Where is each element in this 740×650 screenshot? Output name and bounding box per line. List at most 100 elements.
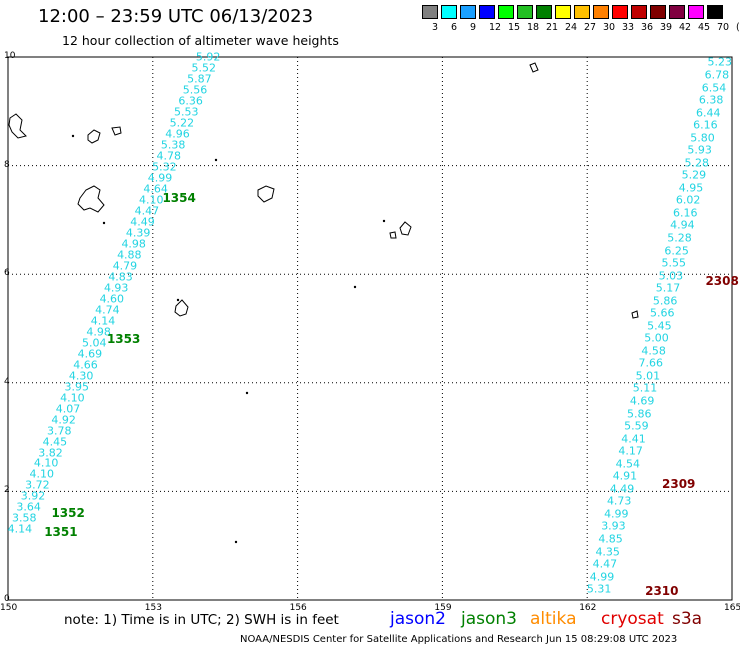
wave-height-value: 6.78 (704, 68, 730, 82)
latitude-tick-label: 4 (4, 376, 10, 387)
scale-label: 70 (717, 22, 730, 33)
pass-number-label: 1354 (162, 191, 196, 206)
wave-height-value: 5.28 (667, 231, 692, 245)
wave-height-value: 4.10 (29, 467, 55, 481)
island-outline (8, 113, 27, 139)
legend-entry-altika: altika (530, 609, 577, 629)
wave-height-value: 5.04 (82, 336, 107, 350)
wave-height-value: 3.93 (601, 519, 626, 533)
wave-height-value: 5.92 (195, 50, 221, 64)
scale-label: 39 (660, 22, 673, 33)
wave-height-value: 6.25 (664, 244, 689, 258)
wave-height-value: 4.99 (604, 507, 629, 521)
wave-height-value: 4.14 (7, 522, 33, 536)
wave-height-value: 5.11 (632, 381, 658, 395)
scale-label: 45 (698, 22, 711, 33)
scale-swatch (574, 5, 590, 19)
scale-swatch (479, 5, 495, 19)
wave-height-value: 6.38 (698, 93, 724, 107)
wave-height-value: 4.10 (60, 391, 85, 405)
longitude-tick-label: 165 (724, 603, 740, 613)
pass-number-label: 1352 (51, 506, 85, 521)
wave-height-value: 4.41 (621, 432, 646, 446)
wave-height-value: 4.99 (147, 171, 173, 185)
wave-height-value: 3.78 (47, 424, 72, 438)
wave-height-value: 4.79 (112, 259, 138, 273)
wave-height-value: 4.66 (73, 358, 98, 372)
wave-height-value: 5.31 (586, 582, 612, 596)
islet (214, 158, 218, 162)
wave-height-value: 6.44 (696, 106, 721, 120)
longitude-tick-label: 150 (0, 603, 18, 613)
wave-height-value: 3.95 (64, 380, 90, 394)
island-outline (111, 126, 122, 136)
wave-height-value: 4.96 (165, 127, 190, 141)
legend-entry-jason2: jason2 (390, 609, 446, 629)
wave-height-value: 5.32 (152, 160, 177, 174)
credit-footer: NOAA/NESDIS Center for Satellite Applica… (240, 634, 678, 645)
wave-height-value: 6.16 (673, 206, 698, 220)
scale-swatch (460, 5, 476, 19)
wave-height-value: 3.82 (38, 446, 63, 459)
scale-swatch (536, 5, 552, 19)
latitude-tick-label: 2 (4, 485, 10, 496)
scale-label: 3 (432, 22, 439, 33)
wave-height-value: 4.07 (55, 402, 81, 416)
pass-number-label: 2310 (645, 584, 679, 599)
island-outline (389, 231, 397, 239)
longitude-tick-label: 156 (289, 603, 307, 613)
latitude-tick-label: 6 (4, 268, 10, 279)
islet (245, 391, 249, 395)
map-subtitle: 12 hour collection of altimeter wave hei… (62, 33, 339, 48)
pass-number-label: 1353 (106, 332, 141, 347)
wave-height-value: 4.49 (130, 215, 155, 229)
legend-entry-cryosat: cryosat (601, 609, 664, 629)
scale-label: 36 (641, 22, 654, 33)
pass-number-label: 2308 (705, 273, 739, 288)
wave-height-value: 3.58 (12, 511, 37, 525)
wave-height-value: 4.64 (143, 182, 168, 196)
scale-swatch (498, 5, 514, 19)
units-note: note: 1) Time is in UTC; 2) SWH is in fe… (64, 612, 339, 628)
wave-height-value: 5.55 (661, 256, 687, 270)
island-outline (77, 185, 105, 213)
islet (102, 221, 106, 225)
wave-height-value: 5.28 (684, 156, 710, 170)
wave-height-value: 5.22 (169, 116, 195, 130)
wave-height-value: 4.88 (117, 248, 142, 262)
wave-height-value: 4.17 (618, 444, 643, 458)
longitude-tick-label: 159 (434, 603, 452, 613)
scale-label: 12 (489, 22, 502, 33)
wave-height-value: 5.23 (707, 55, 733, 69)
wave-height-value: 4.49 (609, 482, 635, 496)
islet (234, 540, 238, 544)
wave-height-value: 4.14 (90, 314, 116, 328)
scale-swatch (631, 5, 647, 19)
wave-height-value: 4.95 (678, 181, 704, 195)
wave-height-value: 4.35 (595, 545, 620, 559)
scale-swatch (517, 5, 533, 19)
wave-height-value: 5.52 (191, 61, 216, 75)
scale-swatch (593, 5, 609, 19)
wave-height-value: 3.64 (16, 500, 41, 514)
pass-number-label: 1351 (44, 525, 78, 540)
scale-swatch (707, 5, 723, 19)
wave-height-value: 5.01 (635, 369, 661, 383)
island-outline (257, 185, 275, 203)
wave-height-value: 4.47 (134, 204, 160, 218)
wave-height-value: 7.66 (638, 356, 664, 370)
scale-swatch (650, 5, 666, 19)
island-outline (399, 221, 412, 236)
scale-swatch (669, 5, 685, 19)
scale-label: 24 (565, 22, 578, 33)
wave-height-value: 5.86 (627, 407, 652, 421)
wave-height-value: 4.91 (612, 469, 638, 483)
wave-height-value: 5.87 (187, 72, 212, 86)
wave-height-value: 6.54 (701, 81, 727, 94)
wave-height-value: 4.85 (598, 532, 623, 546)
wave-height-value: 5.29 (681, 168, 707, 182)
scale-label: (ft) (736, 22, 740, 33)
wave-height-value: 4.99 (589, 570, 615, 584)
longitude-tick-label: 153 (144, 603, 162, 613)
